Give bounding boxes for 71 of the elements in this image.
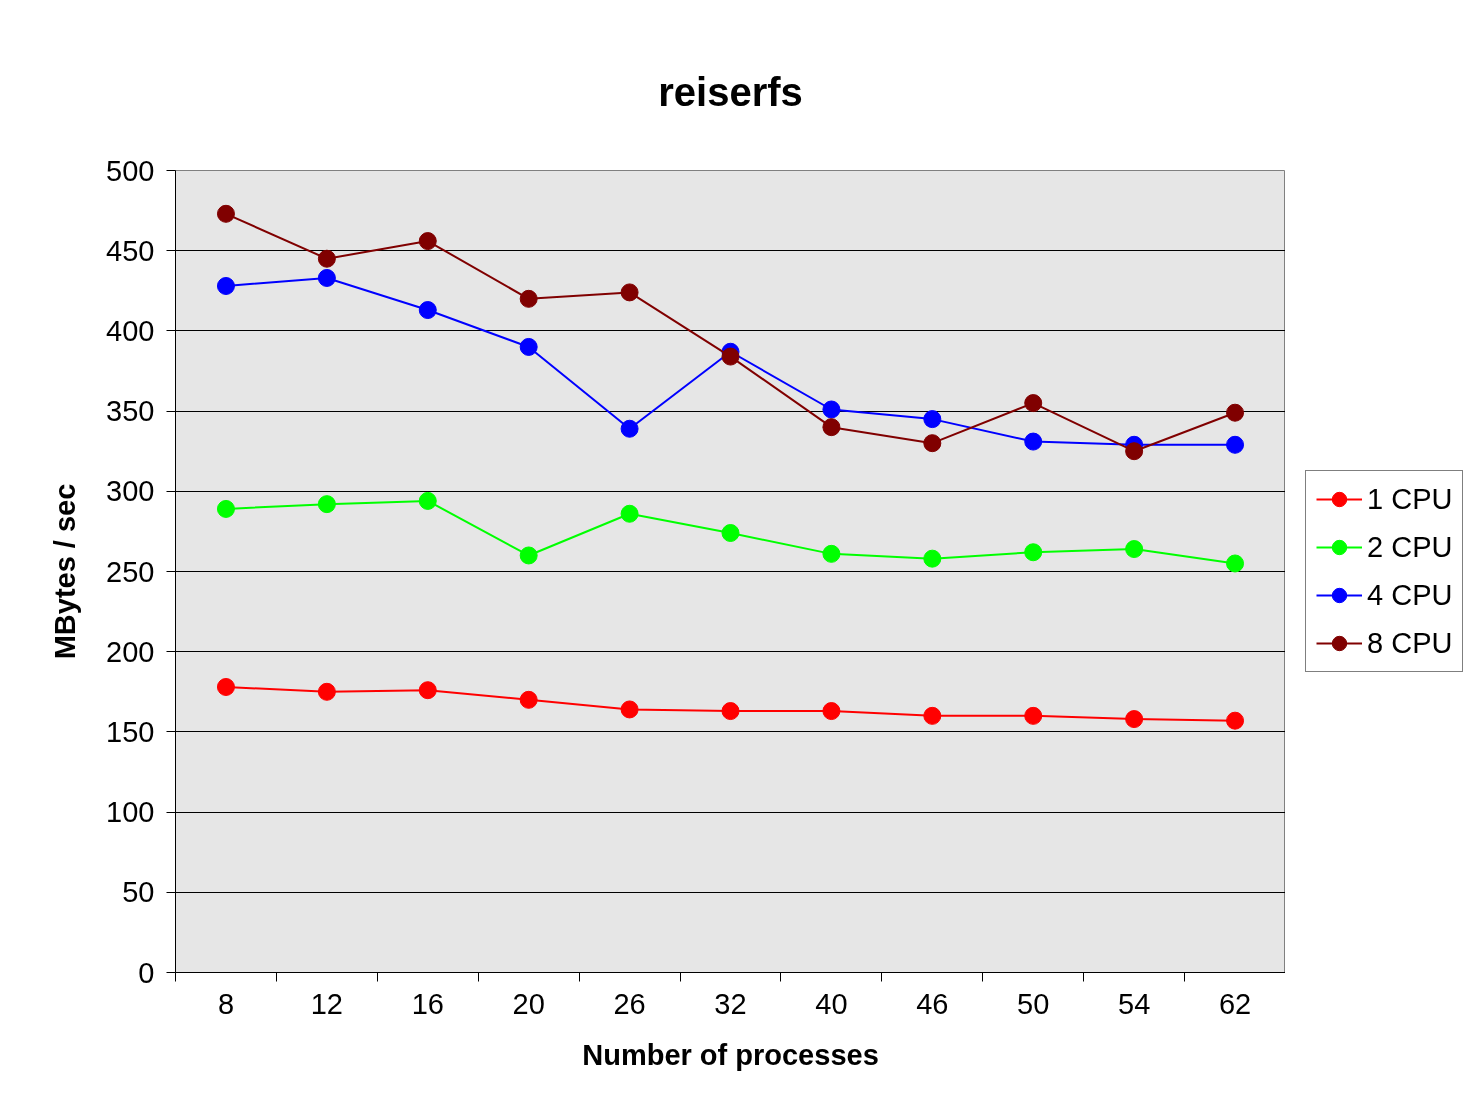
point <box>317 682 336 701</box>
y-tick-label: 450 <box>106 234 155 267</box>
x-tick-label: 26 <box>613 987 646 1020</box>
y-tick-label: 300 <box>106 475 155 508</box>
point <box>923 410 942 429</box>
y-tick-label: 500 <box>106 154 155 187</box>
point <box>519 546 538 565</box>
x-tick-label: 16 <box>411 987 444 1020</box>
point <box>721 702 740 721</box>
point <box>418 232 437 251</box>
point <box>418 681 437 700</box>
x-tick-label: 40 <box>815 987 848 1020</box>
legend-label: 8 CPU <box>1367 626 1453 660</box>
point <box>519 337 538 356</box>
point <box>1024 543 1043 562</box>
point <box>519 289 538 308</box>
y-tick-label: 50 <box>122 876 155 909</box>
y-tick-label: 150 <box>106 715 155 748</box>
legend-label: 1 CPU <box>1367 482 1453 516</box>
point <box>216 499 235 518</box>
point <box>1226 435 1245 454</box>
x-tick-label: 8 <box>217 987 235 1020</box>
point <box>620 504 639 523</box>
point <box>1024 394 1043 413</box>
x-axis-title: Number of processes <box>582 1038 879 1071</box>
point <box>317 249 336 268</box>
point <box>1024 706 1043 725</box>
x-tick-label: 32 <box>714 987 747 1020</box>
legend-label: 2 CPU <box>1367 530 1453 564</box>
point <box>317 268 336 287</box>
point <box>216 204 235 223</box>
y-tick-label: 0 <box>138 956 155 989</box>
point <box>822 418 841 437</box>
point <box>1024 432 1043 451</box>
y-tick-label: 200 <box>106 635 155 668</box>
point <box>1226 554 1245 573</box>
x-tick-label: 62 <box>1218 987 1252 1020</box>
point <box>721 347 740 366</box>
point <box>721 524 740 542</box>
point <box>620 700 639 719</box>
point <box>822 400 841 419</box>
x-tick-label: 50 <box>1017 987 1050 1020</box>
x-tick-label: 46 <box>916 987 949 1020</box>
point <box>1226 711 1245 730</box>
point <box>216 678 235 696</box>
y-tick-label: 250 <box>106 555 155 588</box>
x-tick-label: 12 <box>310 987 343 1020</box>
point <box>1226 403 1245 422</box>
chart-title: reiserfs <box>658 69 803 114</box>
point <box>519 690 538 709</box>
y-tick-label: 350 <box>106 395 155 428</box>
point <box>822 544 841 563</box>
point <box>923 434 942 453</box>
x-tick-label: 54 <box>1118 987 1151 1020</box>
x-tick-label: 20 <box>512 987 545 1020</box>
point <box>1125 710 1144 729</box>
point <box>620 283 639 302</box>
point <box>1125 442 1144 461</box>
point <box>1125 540 1144 559</box>
point <box>822 702 841 721</box>
point <box>418 301 437 320</box>
point <box>923 549 942 568</box>
y-tick-label: 100 <box>106 796 155 829</box>
point <box>923 706 942 725</box>
point <box>317 495 336 514</box>
y-axis-title: MBytes / sec <box>49 483 82 660</box>
point <box>620 419 639 438</box>
y-tick-label: 400 <box>106 314 155 347</box>
point <box>216 277 235 295</box>
point <box>418 491 437 510</box>
legend-label: 4 CPU <box>1367 578 1453 612</box>
